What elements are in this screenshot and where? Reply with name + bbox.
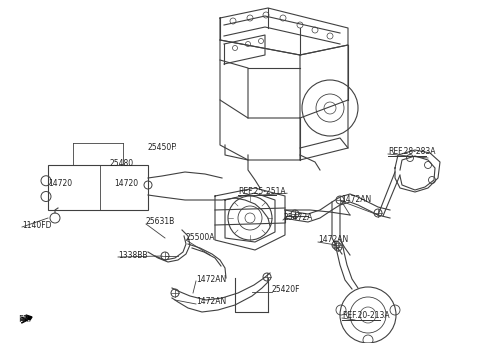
Text: 25500A: 25500A (186, 234, 216, 243)
Text: 1140FD: 1140FD (22, 222, 51, 230)
Text: 14720: 14720 (114, 178, 138, 188)
Polygon shape (26, 315, 32, 320)
Text: 14720: 14720 (48, 178, 72, 188)
Text: 25450F: 25450F (148, 143, 177, 153)
Bar (48, 165, 148, 210)
Text: 1472AN: 1472AN (318, 236, 348, 245)
Text: REF.28-283A: REF.28-283A (388, 147, 435, 156)
Text: 25631B: 25631B (146, 217, 175, 226)
Text: REF.25-251A: REF.25-251A (238, 187, 286, 196)
Text: 25480: 25480 (110, 158, 134, 167)
Text: 25472A: 25472A (283, 213, 312, 223)
Text: REF.20-213A: REF.20-213A (342, 311, 390, 320)
Text: 1472AN: 1472AN (196, 274, 226, 284)
Text: 1472AN: 1472AN (341, 194, 371, 203)
Text: 1338BB: 1338BB (118, 250, 147, 260)
Text: FR.: FR. (18, 316, 31, 324)
Text: 1472AN: 1472AN (196, 297, 226, 307)
Text: 25420F: 25420F (272, 285, 300, 295)
